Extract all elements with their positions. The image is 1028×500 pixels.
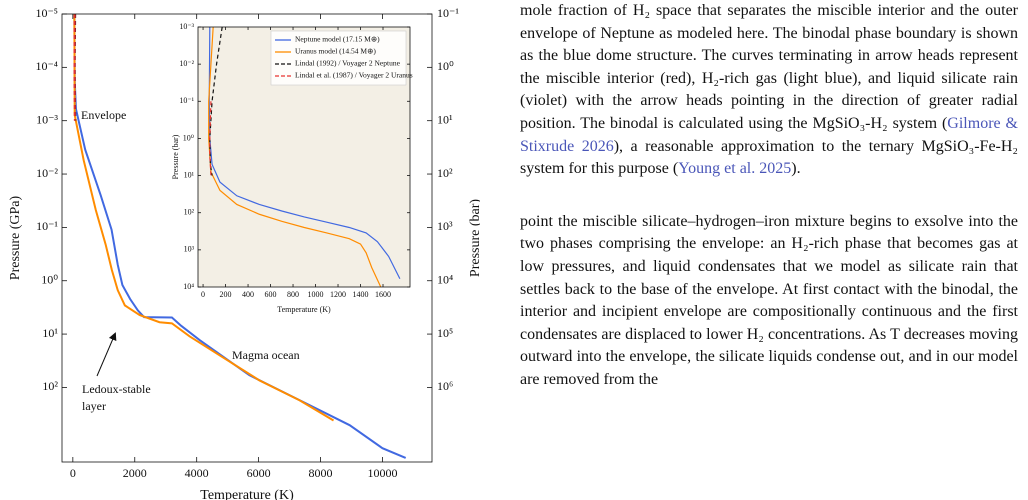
y-tick-label: 10⁻¹ xyxy=(179,96,194,105)
y-tick-label: 10² xyxy=(42,379,58,393)
legend-box xyxy=(270,30,407,86)
legend-label: Lindal (1992) / Voyager 2 Neptune xyxy=(295,59,401,68)
y2-tick-label: 10⁴ xyxy=(437,272,453,286)
y2-tick-label: 10¹ xyxy=(437,112,453,126)
y-tick-label: 10² xyxy=(184,208,195,217)
x-tick-label: 6000 xyxy=(247,466,271,480)
figure: 0 2000 4000 6000 8000 1000010⁻⁵10⁻⁴10⁻³10⁻²10… xyxy=(8,6,480,500)
text-column: mole fraction of H₂ space that separates… xyxy=(520,0,1018,392)
y-tick-label: 10⁻² xyxy=(36,166,58,180)
y2-axis-label: Pressure (bar) xyxy=(468,199,480,277)
x-tick-label: 2000 xyxy=(123,466,147,480)
x-tick-label: 800 xyxy=(287,290,299,299)
y-tick-label: 10⁻⁵ xyxy=(35,6,58,20)
plot-frame xyxy=(197,26,411,288)
legend-label: Neptune model (17.15 M⊕) xyxy=(295,35,380,44)
x-axis-label: Temperature (K) xyxy=(277,305,331,314)
y-axis-label: Pressure (GPa) xyxy=(8,195,23,280)
y-tick-label: 10¹ xyxy=(184,170,195,179)
text-run: ). xyxy=(791,160,801,178)
y-tick-label: 10⁰ xyxy=(41,272,58,286)
x-tick-label: 1000 xyxy=(308,290,324,299)
y2-tick-label: 10⁶ xyxy=(437,379,453,393)
y-tick-label: 10³ xyxy=(184,245,195,254)
x-tick-label: 600 xyxy=(265,290,277,299)
curves xyxy=(73,14,407,459)
y2-tick-label: 10² xyxy=(437,166,453,180)
arrow xyxy=(96,332,117,377)
annotation: Envelope xyxy=(81,108,126,122)
x-tick-label: 4000 xyxy=(185,466,209,480)
text-run: mole fraction of H₂ space that separates… xyxy=(520,2,1018,132)
x-tick-label: 0 xyxy=(70,466,76,480)
y-tick-label: 10⁻³ xyxy=(36,112,58,126)
y2-tick-label: 10⁰ xyxy=(437,59,454,73)
paragraph: point the miscible silicate–hydrogen–iro… xyxy=(520,211,1018,392)
y-tick-label: 10⁰ xyxy=(183,133,194,142)
annotation: layer xyxy=(82,399,106,413)
text-run: point the miscible silicate–hydrogen–iro… xyxy=(520,212,1018,388)
paragraph: mole fraction of H₂ space that separates… xyxy=(520,0,1018,181)
y-tick-label: 10¹ xyxy=(42,326,58,340)
x-tick-label: 10000 xyxy=(367,466,397,480)
curve xyxy=(73,14,335,422)
legend-label: Lindal et al. (1987) / Voyager 2 Uranus xyxy=(295,71,413,80)
legend-label: Uranus model (14.54 M⊕) xyxy=(295,47,376,56)
x-tick-label: 400 xyxy=(242,290,254,299)
curves xyxy=(208,27,401,287)
y-axis-label: Pressure (bar) xyxy=(171,134,180,179)
annotation: Magma ocean xyxy=(232,348,300,362)
y-tick-label: 10⁻¹ xyxy=(36,219,58,233)
x-tick-label: 200 xyxy=(220,290,232,299)
y2-tick-label: 10⁵ xyxy=(437,326,453,340)
curve xyxy=(209,101,212,176)
citation[interactable]: Young et al. 2025 xyxy=(678,160,792,178)
x-tick-label: 8000 xyxy=(309,466,333,480)
y-tick-label: 10⁻⁴ xyxy=(35,59,58,73)
y2-tick-label: 10⁻¹ xyxy=(437,6,459,20)
citation[interactable]: Gilmore & Stixrude 2026 xyxy=(520,114,1019,155)
x-tick-label: 0 xyxy=(201,290,205,299)
x-tick-label: 1600 xyxy=(375,290,391,299)
y-tick-label: 10⁴ xyxy=(183,282,194,291)
x-tick-label: 1200 xyxy=(330,290,346,299)
y-tick-label: 10⁻² xyxy=(179,59,194,68)
x-tick-label: 1400 xyxy=(353,290,369,299)
x-axis-label: Temperature (K) xyxy=(200,488,294,500)
curve xyxy=(208,27,382,287)
plot-frame xyxy=(61,13,433,463)
y2-tick-label: 10³ xyxy=(437,219,453,233)
y-tick-label: 10⁻³ xyxy=(179,22,194,31)
annotation: Ledoux-stable xyxy=(82,382,151,396)
text-run: ), a reasonable approximation to the ter… xyxy=(520,137,1019,178)
